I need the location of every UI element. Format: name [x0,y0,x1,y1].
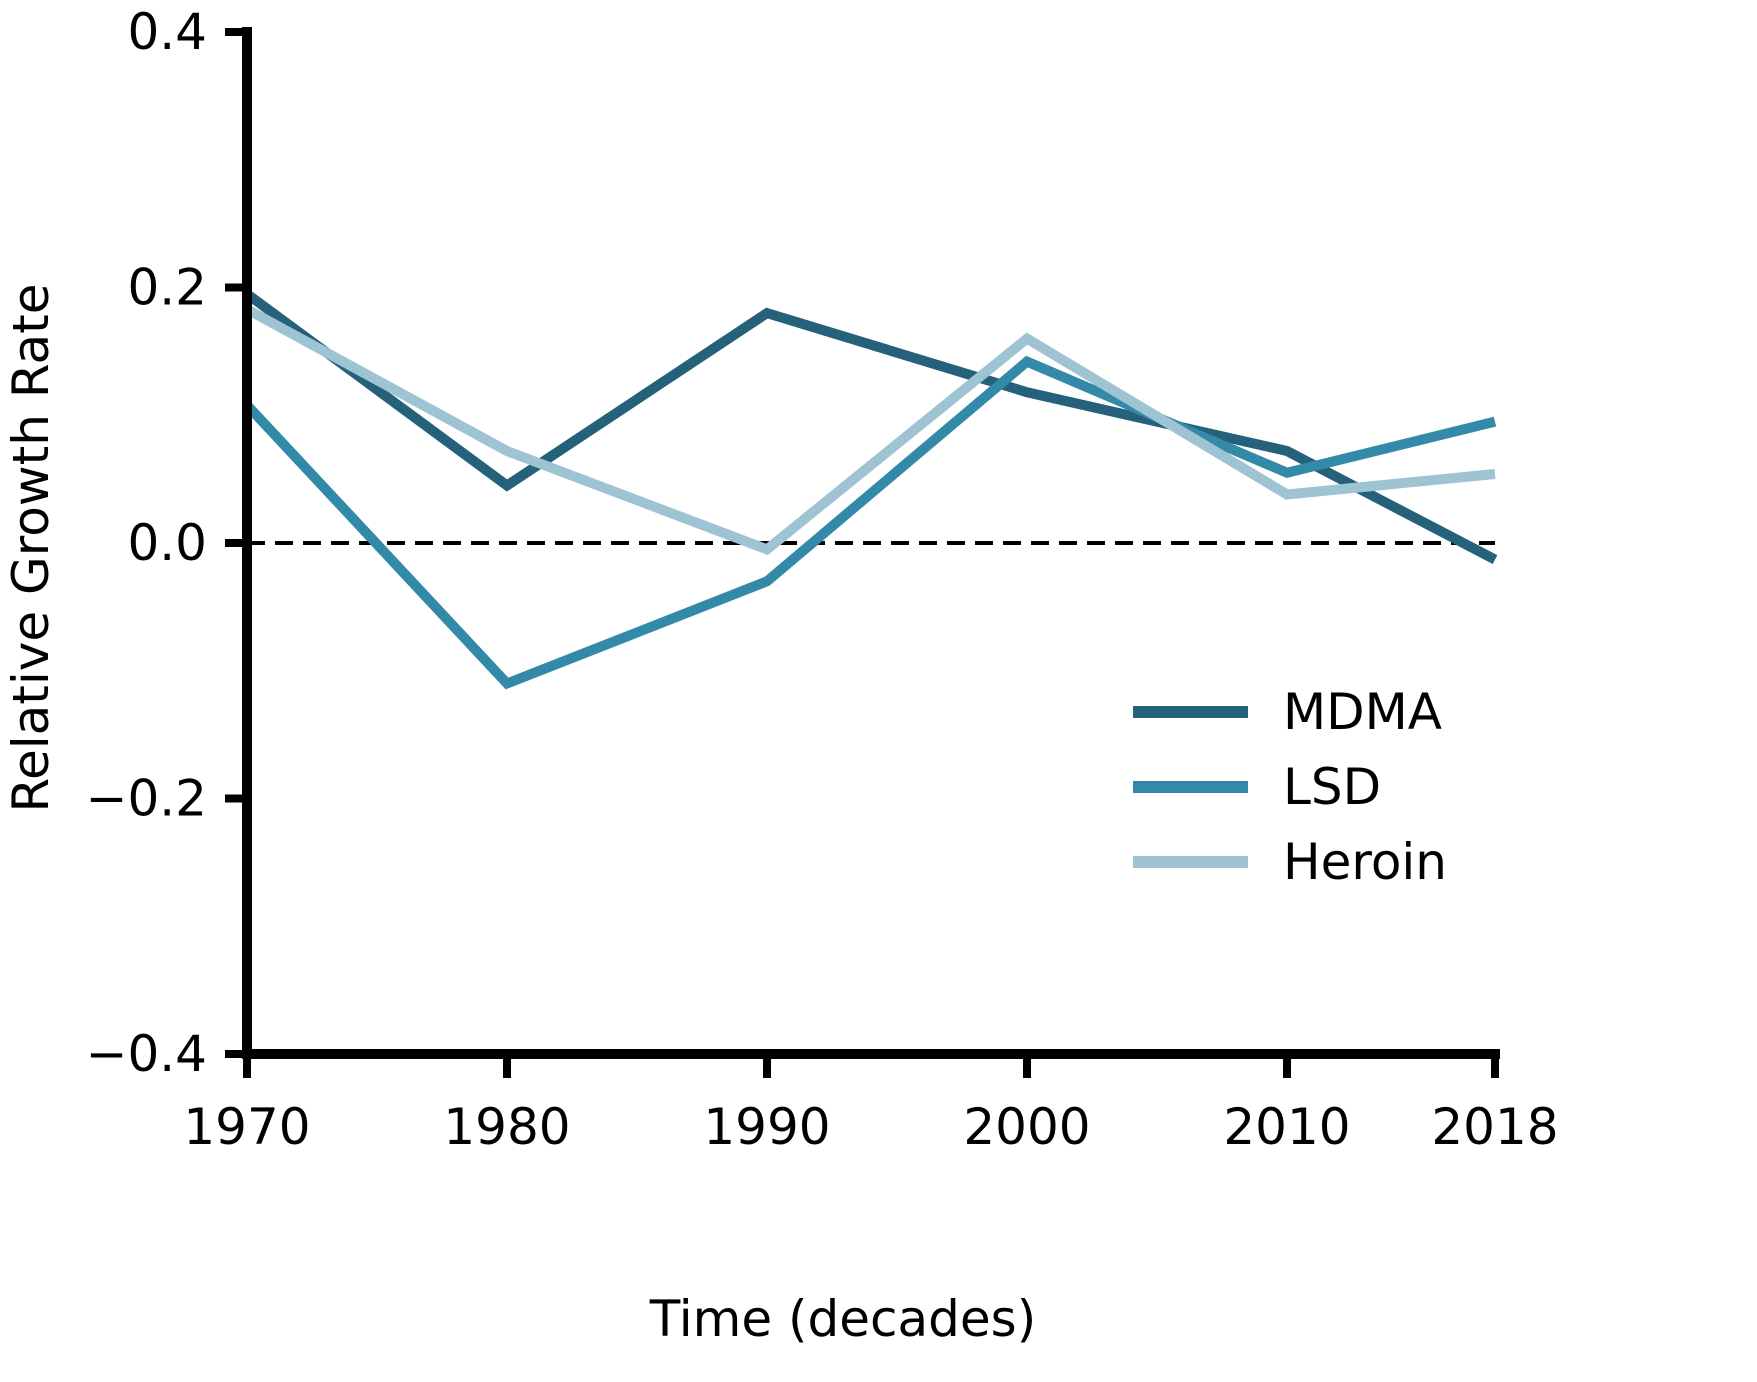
y-tick-label: 0.2 [127,259,207,317]
y-tick-label: 0.4 [127,3,207,61]
x-axis-title: Time (decades) [649,1290,1036,1348]
ticks-layer: −0.4 −0.2 0.0 0.2 0.4 1970 1980 1990 2000 2010 201… [86,3,1559,1156]
y-tick-label: −0.4 [86,1025,207,1083]
x-tick-label: 2018 [1431,1098,1558,1156]
y-tick-label: 0.0 [127,514,207,572]
series-line-mdma [244,289,1498,565]
x-tick-label: 1990 [703,1098,830,1156]
legend: MDMA LSD Heroin [1133,683,1447,891]
series-line-lsd [243,355,1497,690]
x-tick-label: 1980 [443,1098,570,1156]
series-layer [243,289,1498,690]
series-line-heroin [244,304,1496,556]
x-tick-label: 2000 [963,1098,1090,1156]
y-axis-title: Relative Growth Rate [2,283,60,812]
legend-label-mdma: MDMA [1283,683,1442,741]
legend-label-heroin: Heroin [1283,833,1447,891]
legend-label-lsd: LSD [1283,758,1381,816]
x-tick-label: 2010 [1223,1098,1350,1156]
x-tick-label: 1970 [183,1098,310,1156]
y-tick-label: −0.2 [86,770,207,828]
